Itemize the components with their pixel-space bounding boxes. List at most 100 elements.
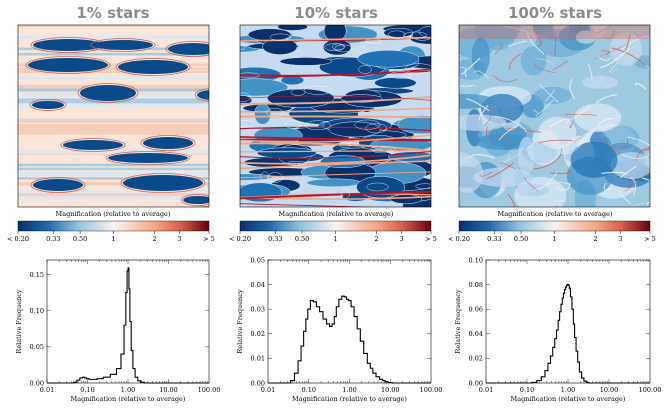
- map-caustic: [478, 104, 489, 121]
- map-lens-region: [123, 175, 203, 191]
- histogram-bin: [126, 293, 127, 383]
- map-fold: [355, 46, 367, 54]
- map-lens-region: [143, 137, 193, 149]
- map-caustic: [533, 62, 556, 74]
- map-caustic: [553, 199, 566, 203]
- histogram-bin: [563, 293, 564, 383]
- histograms: 0.01 0.10 1.00 10.00 100.00 0.00 0.05 0.10 0.15 M…: [15, 256, 661, 403]
- map-region: [473, 167, 533, 188]
- map-caustic: [635, 147, 650, 161]
- map-fold: [415, 183, 431, 189]
- map-caustic: [492, 74, 518, 83]
- map-caustic: [597, 117, 614, 126]
- histogram-bin: [576, 351, 578, 383]
- map-lens-region: [197, 90, 209, 100]
- x-tick-label: 0.01: [40, 386, 54, 394]
- histogram-series-line: [268, 295, 431, 384]
- histogram-bin: [313, 302, 316, 383]
- histogram-series-line: [47, 267, 209, 384]
- map-fold: [389, 71, 412, 79]
- map-caustic: [594, 25, 612, 35]
- map-caustic: [240, 142, 431, 152]
- y-tick-label: 0.10: [30, 307, 44, 315]
- map-fold: [334, 44, 353, 53]
- map-region: [471, 37, 490, 76]
- map-fold: [403, 31, 427, 39]
- map-caustic: [611, 69, 619, 74]
- map-caustic: [240, 138, 431, 142]
- map-streak: [18, 149, 209, 155]
- histogram-bin: [566, 287, 567, 383]
- map-lens-region: [108, 153, 188, 163]
- map-caustic: [533, 109, 539, 114]
- map-caustic: [561, 144, 565, 155]
- x-tick-label: 1.00: [561, 386, 575, 394]
- y-tick-label: 0.06: [469, 306, 483, 314]
- map-lens-region: [277, 25, 308, 31]
- map-region: [527, 129, 562, 166]
- y-tick-label: 0.03: [251, 306, 265, 314]
- histogram-bin: [127, 271, 128, 383]
- colorbar-tick-label: 0.50: [514, 235, 528, 243]
- map-caustic: [105, 151, 191, 165]
- map-caustic: [525, 131, 556, 152]
- histogram-bin: [121, 354, 124, 383]
- map-fold: [240, 92, 251, 102]
- y-axis-label: Relative Frequency: [15, 289, 23, 353]
- map-caustic: [550, 169, 573, 175]
- map-fold: [303, 85, 332, 95]
- map-streak: [18, 190, 209, 193]
- histogram-bin: [308, 309, 311, 383]
- map-caustic: [507, 40, 528, 47]
- map-lens-region: [80, 85, 136, 101]
- map-lens-region: [279, 57, 332, 66]
- map-caustic: [494, 43, 503, 55]
- map-lens-region: [93, 40, 153, 50]
- colorbar-tick-label: 0.33: [487, 235, 501, 243]
- map-caustic: [599, 47, 630, 68]
- colorbar-tick-label: 1: [111, 235, 115, 243]
- map-streak: [18, 182, 209, 186]
- x-tick-label: 1.00: [121, 386, 135, 394]
- map-caustic: [494, 115, 528, 133]
- map-caustic: [569, 122, 573, 129]
- map-caustic: [485, 126, 493, 140]
- map-caustic: [459, 66, 465, 68]
- y-tick-label: 0.04: [251, 281, 265, 289]
- map-top-band: [459, 25, 650, 39]
- map-fold: [290, 88, 306, 96]
- colorbar-1: [17, 220, 210, 232]
- colorbar-tick-label: 3: [177, 235, 181, 243]
- map-caustic: [240, 134, 431, 143]
- map-region: [514, 176, 567, 207]
- histogram-bin: [555, 339, 557, 383]
- map-caustic: [474, 70, 489, 79]
- map-caustic: [240, 126, 431, 132]
- map-caustic: [165, 41, 209, 57]
- map-streak: [18, 70, 209, 74]
- histogram-bin: [339, 299, 342, 383]
- map-caustic: [30, 177, 86, 193]
- histogram-bin: [553, 347, 555, 383]
- histogram-bin: [310, 301, 313, 383]
- map-lens-region: [168, 43, 209, 55]
- colorbar-tick-label: > 5: [203, 235, 215, 243]
- x-tick-label: 0.01: [479, 386, 493, 394]
- map-fold: [358, 65, 372, 74]
- map-caustic: [240, 115, 431, 119]
- histogram-bin: [124, 325, 126, 383]
- map-caustic: [618, 189, 631, 205]
- map-caustic: [240, 203, 382, 207]
- map-fold: [286, 160, 307, 166]
- map-frame-1: [17, 24, 210, 208]
- histogram-bin: [131, 350, 133, 383]
- map-caustic: [240, 190, 431, 200]
- map-streak: [18, 25, 209, 28]
- colorbar-tick-label: 2: [152, 235, 156, 243]
- map-label-3: Magnification (relative to average): [498, 210, 613, 218]
- map-caustic: [459, 84, 474, 88]
- map-region: [582, 76, 619, 89]
- histogram-bin: [573, 324, 574, 383]
- histogram-bin: [367, 363, 370, 383]
